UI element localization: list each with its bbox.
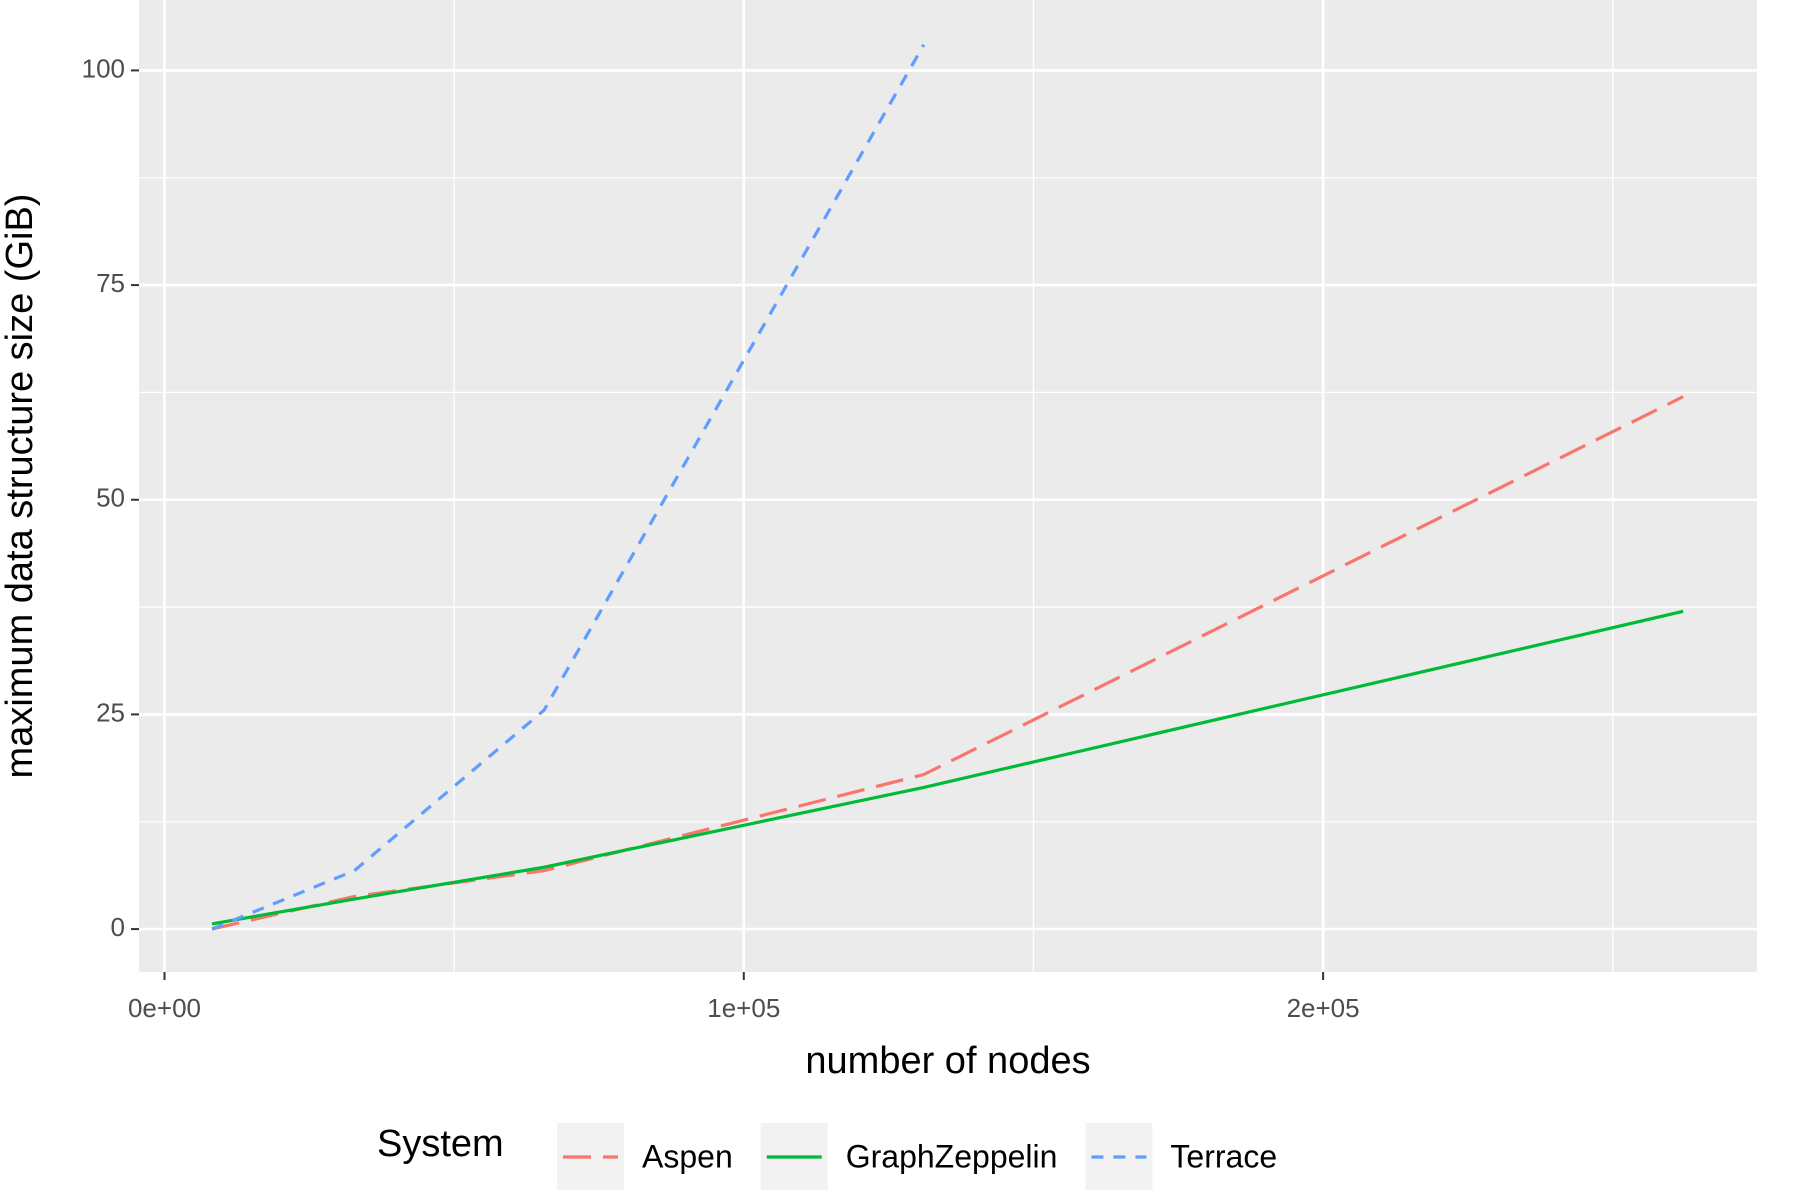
series-line [211,43,926,931]
legend-title: System [377,1123,504,1165]
panel [139,0,1757,972]
x-tick-label: 0e+00 [128,993,201,1023]
series-line [211,609,1684,926]
y-tick-label: 100 [82,53,125,83]
y-tick-label: 25 [96,697,125,727]
y-tick-label: 50 [96,483,125,513]
legend-label: GraphZeppelin [846,1138,1058,1174]
x-tick-label: 2e+05 [1287,993,1360,1023]
y-axis-label: maximum data structure size (GiB) [0,194,41,779]
legend-label: Aspen [642,1138,733,1174]
x-axis-label: number of nodes [805,1040,1090,1082]
x-tick-label: 1e+05 [707,993,780,1023]
legend-label: Terrace [1170,1138,1277,1174]
y-tick-label: 0 [111,912,125,942]
y-tick-label: 75 [96,268,125,298]
